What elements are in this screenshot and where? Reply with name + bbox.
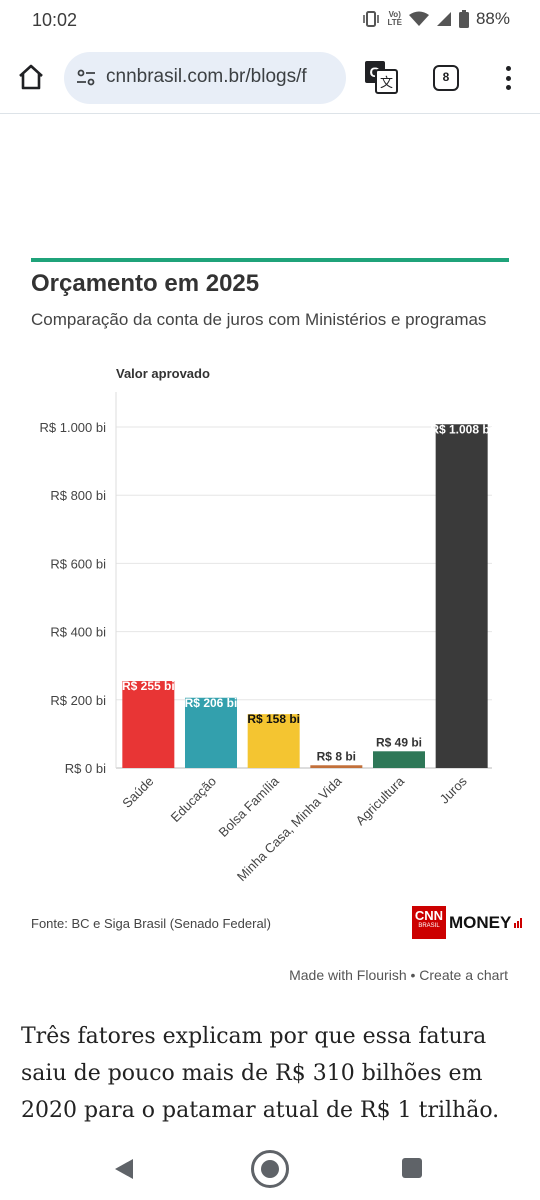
chart-bar [310,765,363,768]
chart-bar [435,424,488,768]
y-tick-label: R$ 200 bi [50,693,106,708]
cnn-logo-sub: BRASIL [418,923,440,929]
status-time: 10:02 [32,10,78,30]
navigation-bar [0,1140,540,1200]
status-icons: Vo) LTE 88% [362,9,510,29]
back-icon[interactable] [114,1158,134,1180]
x-tick-label: Saúde [119,774,156,811]
chart-bar [373,751,425,768]
bar-value-label: R$ 1.008 bi [430,422,493,436]
site-info-icon[interactable] [76,68,96,88]
y-tick-label: R$ 600 bi [50,556,106,571]
translate-icon[interactable]: G 文 [364,60,398,94]
cnn-logo-box: CNN BRASIL [412,906,446,939]
recents-icon[interactable] [402,1158,422,1178]
y-tick-label: R$ 400 bi [50,625,106,640]
browser-toolbar: cnnbrasil.com.br/blogs/f G 文 8 [0,42,540,114]
chart-subtitle: Comparação da conta de juros com Ministé… [31,310,487,329]
y-tick-label: R$ 0 bi [65,761,106,776]
home-icon[interactable] [16,62,46,92]
bar-value-label: R$ 49 bi [376,735,422,749]
x-tick-label: Educação [168,774,219,825]
cnn-money-logo: CNN BRASIL MONEY [412,906,523,939]
chart-value-axis-label: Valor aprovado [116,366,210,381]
chart-accent-rule [31,258,509,262]
bar-chart: R$ 0 bi R$ 200 bi R$ 400 bi R$ 600 bi R$ 800… [40,392,493,884]
status-bar: 10:02 Vo) LTE 88% [0,0,540,42]
bar-value-label: R$ 206 bi [185,696,238,710]
cnn-logo-text: CNN [414,908,444,923]
address-bar[interactable]: cnnbrasil.com.br/blogs/f [64,52,346,104]
chart-bar [247,714,300,768]
home-circle-icon[interactable] [251,1150,289,1188]
tabs-icon[interactable]: 8 [433,65,459,91]
battery-percent: 88% [475,9,510,28]
x-tick-label: Juros [437,773,470,806]
bar-value-label: R$ 255 bi [122,679,175,693]
x-tick-label: Minha Casa, Minha Vida [234,773,345,884]
svg-text:文: 文 [380,76,393,91]
bar-value-label: R$ 8 bi [317,749,356,763]
chart-bar [122,681,175,768]
money-logo-text: MONEY [449,912,512,932]
more-menu-icon[interactable] [500,64,516,92]
bar-value-label: R$ 158 bi [247,712,300,726]
signal-icon [436,12,451,26]
vibrate-icon [363,11,380,27]
y-tick-label: R$ 1.000 bi [40,420,107,435]
url-text: cnnbrasil.com.br/blogs/f [106,66,307,87]
chart-title: Orçamento em 2025 [31,270,260,297]
volte-icon: Vo) LTE [387,10,402,27]
battery-icon [458,10,469,28]
money-bars-icon [514,917,523,928]
x-tick-label: Agricultura [353,773,408,828]
x-tick-label: Bolsa Família [215,773,282,840]
y-tick-label: R$ 800 bi [50,488,106,503]
chart-bar [185,697,237,768]
article-paragraph: Três fatores explicam por que essa fatur… [21,1024,500,1123]
wifi-icon [408,11,429,26]
chart-source: Fonte: BC e Siga Brasil (Senado Federal) [31,916,271,931]
flourish-credit-link[interactable]: Made with Flourish • Create a chart [289,967,508,983]
